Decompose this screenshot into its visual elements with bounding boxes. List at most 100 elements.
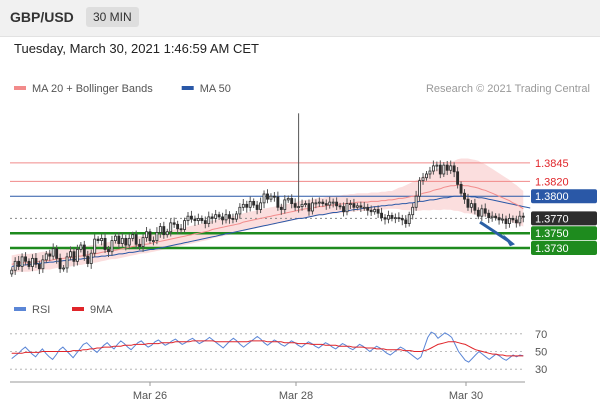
candle-body bbox=[165, 231, 169, 236]
candle-body bbox=[407, 214, 411, 224]
candle-body bbox=[69, 251, 72, 258]
candle-body bbox=[103, 237, 107, 250]
candle-body bbox=[404, 219, 408, 224]
candle-body bbox=[373, 209, 377, 213]
candle-body bbox=[107, 249, 110, 253]
rsi-tick-label: 30 bbox=[535, 364, 547, 376]
main-legend: MA 20 + Bollinger Bands MA 50 Research © 2… bbox=[14, 83, 590, 95]
candle-body bbox=[176, 223, 180, 230]
candle-body bbox=[272, 195, 276, 198]
legend-label: MA 50 bbox=[200, 83, 231, 95]
candle-body bbox=[196, 217, 200, 222]
candle-body bbox=[435, 164, 439, 167]
x-tick-label: Mar 26 bbox=[133, 390, 167, 402]
candle-body bbox=[362, 206, 366, 209]
candle-body bbox=[169, 222, 173, 233]
candle-body bbox=[397, 217, 401, 220]
time-axis: Mar 26 Mar 28 Mar 30 bbox=[10, 381, 525, 402]
candle-body bbox=[504, 218, 508, 224]
candle-body bbox=[345, 203, 349, 213]
candle-body bbox=[221, 216, 225, 221]
candle-body bbox=[387, 215, 390, 220]
candle-body bbox=[521, 215, 525, 218]
rsi-tick-label: 70 bbox=[535, 329, 547, 341]
candle-body bbox=[314, 202, 318, 205]
candle-body bbox=[469, 203, 473, 208]
candle-body bbox=[24, 256, 27, 262]
candle-body bbox=[27, 260, 31, 267]
candle-body bbox=[248, 200, 252, 208]
candle-body bbox=[141, 237, 145, 247]
candle-body bbox=[120, 237, 124, 244]
candle-body bbox=[93, 238, 97, 254]
candle-body bbox=[300, 203, 304, 207]
candle-body bbox=[252, 200, 256, 206]
legend-swatch bbox=[181, 86, 194, 90]
candle-body bbox=[255, 204, 259, 210]
candle-body bbox=[55, 248, 59, 259]
candle-body bbox=[393, 217, 397, 220]
rsi-legend-swatch bbox=[14, 307, 26, 311]
candle-body bbox=[449, 165, 453, 171]
candle-body bbox=[508, 217, 511, 224]
candle-body bbox=[497, 217, 501, 221]
candle-body bbox=[501, 218, 504, 221]
rsi-line bbox=[11, 331, 524, 363]
candle-body bbox=[179, 228, 183, 231]
rsi-panel: RSI 9MA 70 50 30 bbox=[10, 304, 547, 376]
candle-body bbox=[110, 240, 114, 253]
candle-body bbox=[338, 205, 342, 208]
price-level-box bbox=[531, 241, 597, 255]
candle-body bbox=[224, 214, 228, 221]
candle-body bbox=[113, 235, 117, 242]
candle-body bbox=[310, 202, 314, 212]
forecast-arrow-shaft bbox=[479, 220, 510, 243]
candle-body bbox=[203, 220, 207, 224]
candle-body bbox=[473, 203, 477, 211]
timeframe-badge[interactable]: 30 MIN bbox=[86, 7, 139, 27]
candle-body bbox=[431, 165, 435, 172]
candle-body bbox=[259, 202, 263, 210]
candle-body bbox=[511, 217, 515, 221]
x-tick-label: Mar 30 bbox=[449, 390, 483, 402]
candle-body bbox=[10, 269, 14, 275]
candle-body bbox=[37, 263, 41, 270]
candle-body bbox=[134, 234, 138, 245]
candle-body bbox=[390, 215, 394, 219]
price-panel: 1.3845 1.3820 1.3800 1.3770 1.3750 1.3730 bbox=[10, 113, 597, 277]
candle-body bbox=[62, 267, 66, 270]
candle-body bbox=[421, 177, 425, 182]
candle-body bbox=[183, 220, 186, 230]
candle-body bbox=[452, 165, 456, 173]
candle-body bbox=[127, 237, 131, 246]
candle-body bbox=[89, 252, 93, 264]
candle-body bbox=[307, 203, 311, 212]
candle-body bbox=[138, 243, 142, 247]
candle-body bbox=[352, 203, 356, 208]
price-level-box bbox=[531, 211, 597, 226]
ma50-line bbox=[11, 195, 531, 267]
candle-body bbox=[72, 251, 76, 262]
candle-body bbox=[82, 244, 86, 257]
candle-body bbox=[41, 259, 45, 270]
candle-body bbox=[418, 180, 422, 197]
candle-body bbox=[172, 222, 176, 225]
candle-body bbox=[210, 216, 214, 219]
candle-body bbox=[100, 237, 104, 242]
candle-body bbox=[124, 237, 128, 246]
candle-body bbox=[86, 255, 90, 264]
chart-datetime: Tuesday, March 30, 2021 1:46:59 AM CET bbox=[14, 41, 259, 56]
candle-body bbox=[411, 206, 415, 216]
candle-body bbox=[269, 195, 273, 200]
price-level-label: 1.3730 bbox=[535, 243, 569, 255]
rsi-legend-label: 9MA bbox=[90, 304, 113, 316]
candle-body bbox=[58, 257, 62, 270]
candle-body bbox=[459, 183, 463, 194]
legend-label: MA 20 + Bollinger Bands bbox=[32, 83, 153, 95]
candle-body bbox=[131, 234, 135, 239]
price-level-box bbox=[531, 189, 597, 204]
candle-body bbox=[518, 215, 522, 224]
candle-body bbox=[383, 217, 387, 220]
candle-body bbox=[483, 208, 487, 214]
price-level-label: 1.3750 bbox=[535, 228, 569, 240]
